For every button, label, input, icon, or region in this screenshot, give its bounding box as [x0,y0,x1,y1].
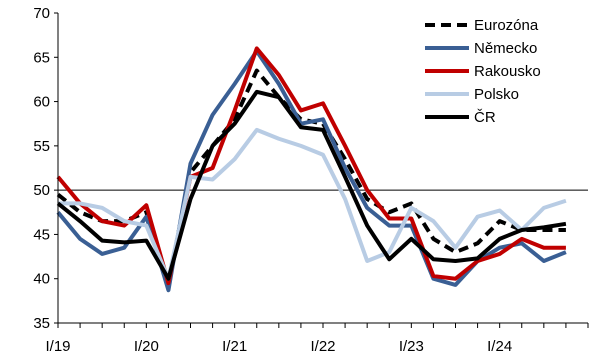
x-tick-label: I/20 [134,338,159,355]
y-axis-tick-labels: 35 40 45 50 55 60 65 70 [33,5,50,332]
y-tick-label: 35 [33,315,50,332]
x-axis-tick-labels: I/19 I/20 I/21 I/22 I/23 I/24 [45,338,512,355]
x-tick-label: I/24 [487,338,512,355]
series-lines [56,46,567,293]
x-tick-label: I/22 [310,338,335,355]
series-line-cr [56,89,567,281]
series-line-polsko [58,127,567,281]
legend-label: ČR [474,109,496,126]
y-tick-label: 55 [33,138,50,155]
legend-label: Polsko [474,86,519,103]
x-tick-label: I/21 [222,338,247,355]
axes [54,12,589,328]
y-tick-label: 50 [33,182,50,199]
y-tick-label: 60 [33,94,50,111]
x-tick-label: I/23 [399,338,424,355]
legend-label: Rakousko [474,63,541,80]
x-tick-label: I/19 [45,338,70,355]
series-line-rakousko [56,46,566,286]
y-tick-label: 45 [33,226,50,243]
y-tick-label: 70 [33,5,50,22]
y-tick-label: 40 [33,271,50,288]
legend: Eurozóna Německo Rakousko Polsko ČR [425,17,541,126]
y-tick-label: 65 [33,49,50,66]
legend-label: Německo [474,40,537,57]
legend-label: Eurozóna [474,17,539,34]
